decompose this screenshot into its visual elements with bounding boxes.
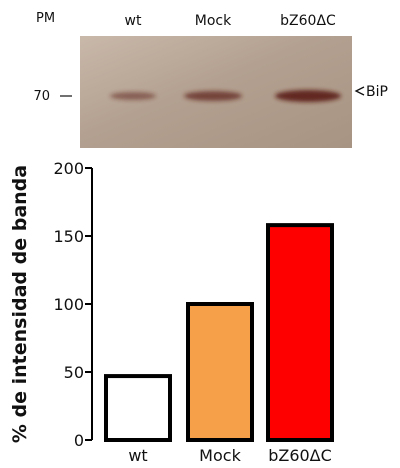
- lane-label-1: wt: [125, 13, 142, 29]
- band-3: [275, 90, 341, 102]
- y-tick-label-0: 0: [74, 431, 84, 450]
- bar-2: [186, 302, 254, 442]
- band-label-arrow: [354, 86, 365, 96]
- bar-3: [266, 223, 334, 442]
- band-2: [184, 91, 242, 101]
- marker-value: 70: [33, 89, 50, 104]
- y-tick-label-100: 100: [53, 295, 84, 314]
- bar-1: [104, 374, 172, 442]
- band-1: [110, 92, 156, 100]
- x-tick-label-1: wt: [128, 446, 147, 465]
- lane-label-3: bZ60ΔC: [280, 13, 336, 29]
- western-blot: PM wt Mock bZ60ΔC 70 BiP: [33, 11, 388, 148]
- y-tick-label-50: 50: [64, 363, 84, 382]
- x-tick-label-3: bZ60ΔC: [268, 446, 332, 465]
- y-axis-label: % de intensidad de banda: [9, 165, 31, 443]
- x-tick-label-2: Mock: [199, 446, 241, 465]
- lane-label-2: Mock: [195, 13, 232, 29]
- marker-header: PM: [36, 11, 55, 26]
- y-tick-label-150: 150: [53, 227, 84, 246]
- y-tick-label-200: 200: [53, 159, 84, 178]
- band-label: BiP: [366, 84, 388, 100]
- bar-chart: % de intensidad de banda 0 50 100 150 200 wt…: [9, 159, 334, 465]
